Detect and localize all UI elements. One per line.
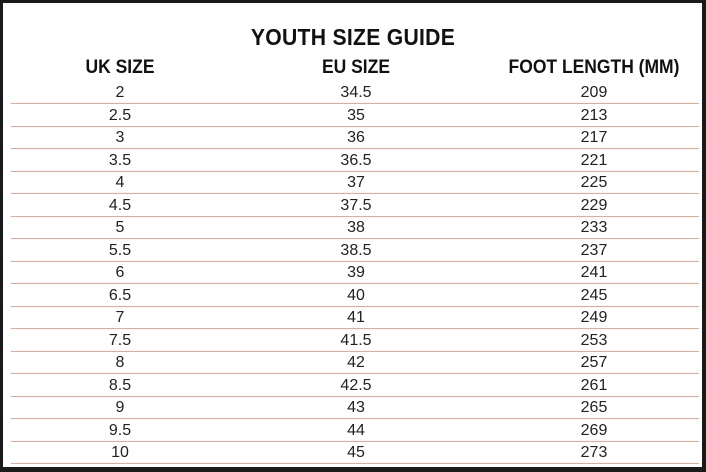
row-divider [11, 350, 699, 352]
row-divider [11, 328, 699, 329]
foot-length-cell: 209 [580, 84, 608, 101]
row-divider [11, 238, 699, 239]
foot-length-cell: 265 [580, 399, 608, 416]
row-divider [11, 395, 699, 397]
uk-size-cell: 5.5 [108, 241, 132, 259]
eu-size-cell: 39 [347, 264, 365, 281]
row-divider [11, 440, 699, 442]
table-row: 4.5 37.5 229 [3, 195, 703, 218]
foot-length-cell: 241 [580, 264, 608, 281]
row-divider [11, 463, 699, 464]
foot-length-cell: 233 [580, 219, 608, 236]
row-divider [11, 148, 699, 149]
header-uk-size: UK SIZE [85, 57, 155, 78]
eu-size-cell: 34.5 [340, 84, 372, 101]
eu-size-cell: 38 [347, 219, 365, 236]
table-row: 5 38 233 [3, 217, 703, 240]
uk-size-cell: 7 [115, 309, 125, 326]
row-divider [11, 125, 699, 127]
row-divider [11, 170, 699, 172]
row-divider [11, 305, 699, 307]
row-divider [11, 260, 699, 262]
table-row: 9 43 265 [3, 397, 703, 420]
eu-size-cell: 36 [347, 129, 365, 146]
table-row: 3 36 217 [3, 127, 703, 150]
table-row: 8 42 257 [3, 352, 703, 375]
uk-size-cell: 3 [115, 129, 125, 146]
eu-size-cell: 45 [347, 444, 365, 461]
header-foot-length: FOOT LENGTH (MM) [508, 57, 680, 78]
foot-length-cell: 225 [580, 174, 608, 191]
foot-length-cell: 273 [580, 444, 608, 461]
eu-size-cell: 41.5 [340, 331, 372, 349]
row-divider [11, 215, 699, 217]
header-eu-size: EU SIZE [322, 57, 390, 78]
table-row: 3.5 36.5 221 [3, 150, 703, 173]
table-row: 9.5 44 269 [3, 420, 703, 443]
row-divider [11, 418, 699, 419]
uk-size-cell: 8 [115, 354, 125, 371]
uk-size-cell: 3.5 [108, 151, 132, 169]
uk-size-cell: 5 [115, 219, 125, 236]
eu-size-cell: 42 [347, 354, 365, 371]
foot-length-cell: 237 [580, 241, 608, 259]
table-row: 7.5 41.5 253 [3, 330, 703, 353]
eu-size-cell: 36.5 [340, 151, 372, 169]
eu-size-cell: 37.5 [340, 196, 372, 214]
row-divider [11, 283, 699, 284]
eu-size-cell: 44 [347, 421, 365, 439]
row-divider [11, 373, 699, 374]
table-row: 8.5 42.5 261 [3, 375, 703, 398]
table-row: 4 37 225 [3, 172, 703, 195]
foot-length-cell: 269 [580, 421, 608, 439]
table-row: 5.5 38.5 237 [3, 240, 703, 263]
table-row: 2 34.5 209 [3, 82, 703, 105]
table-header-row: UK SIZE EU SIZE FOOT LENGTH (MM) [3, 57, 703, 81]
uk-size-cell: 6 [115, 264, 125, 281]
table-row: 6.5 40 245 [3, 285, 703, 308]
eu-size-cell: 43 [347, 399, 365, 416]
foot-length-cell: 245 [580, 286, 608, 304]
uk-size-cell: 4 [115, 174, 125, 191]
row-divider [11, 193, 699, 194]
uk-size-cell: 4.5 [108, 196, 132, 214]
row-divider [11, 103, 699, 104]
table-row: 7 41 249 [3, 307, 703, 330]
uk-size-cell: 9.5 [108, 421, 132, 439]
uk-size-cell: 2.5 [108, 106, 132, 124]
table-title: YOUTH SIZE GUIDE [250, 24, 456, 50]
eu-size-cell: 41 [347, 309, 365, 326]
eu-size-cell: 37 [347, 174, 365, 191]
uk-size-cell: 8.5 [108, 376, 132, 394]
uk-size-cell: 10 [111, 444, 129, 461]
eu-size-cell: 40 [347, 286, 365, 304]
eu-size-cell: 38.5 [340, 241, 372, 259]
table-row: 2.5 35 213 [3, 105, 703, 128]
foot-length-cell: 221 [580, 151, 608, 169]
foot-length-cell: 261 [580, 376, 608, 394]
uk-size-cell: 7.5 [108, 331, 132, 349]
eu-size-cell: 42.5 [340, 376, 372, 394]
eu-size-cell: 35 [347, 106, 365, 124]
foot-length-cell: 229 [580, 196, 608, 214]
foot-length-cell: 249 [580, 309, 608, 326]
uk-size-cell: 6.5 [108, 286, 132, 304]
foot-length-cell: 217 [580, 129, 608, 146]
table-row: 6 39 241 [3, 262, 703, 285]
foot-length-cell: 257 [580, 354, 608, 371]
table-row: 10 45 273 [3, 442, 703, 465]
foot-length-cell: 213 [580, 106, 608, 124]
foot-length-cell: 253 [580, 331, 608, 349]
uk-size-cell: 2 [115, 84, 125, 101]
uk-size-cell: 9 [115, 399, 125, 416]
table-body: 2 34.5 209 2.5 35 213 3 36 217 3.5 36.5 221 4 37 225 4.… [3, 82, 703, 465]
